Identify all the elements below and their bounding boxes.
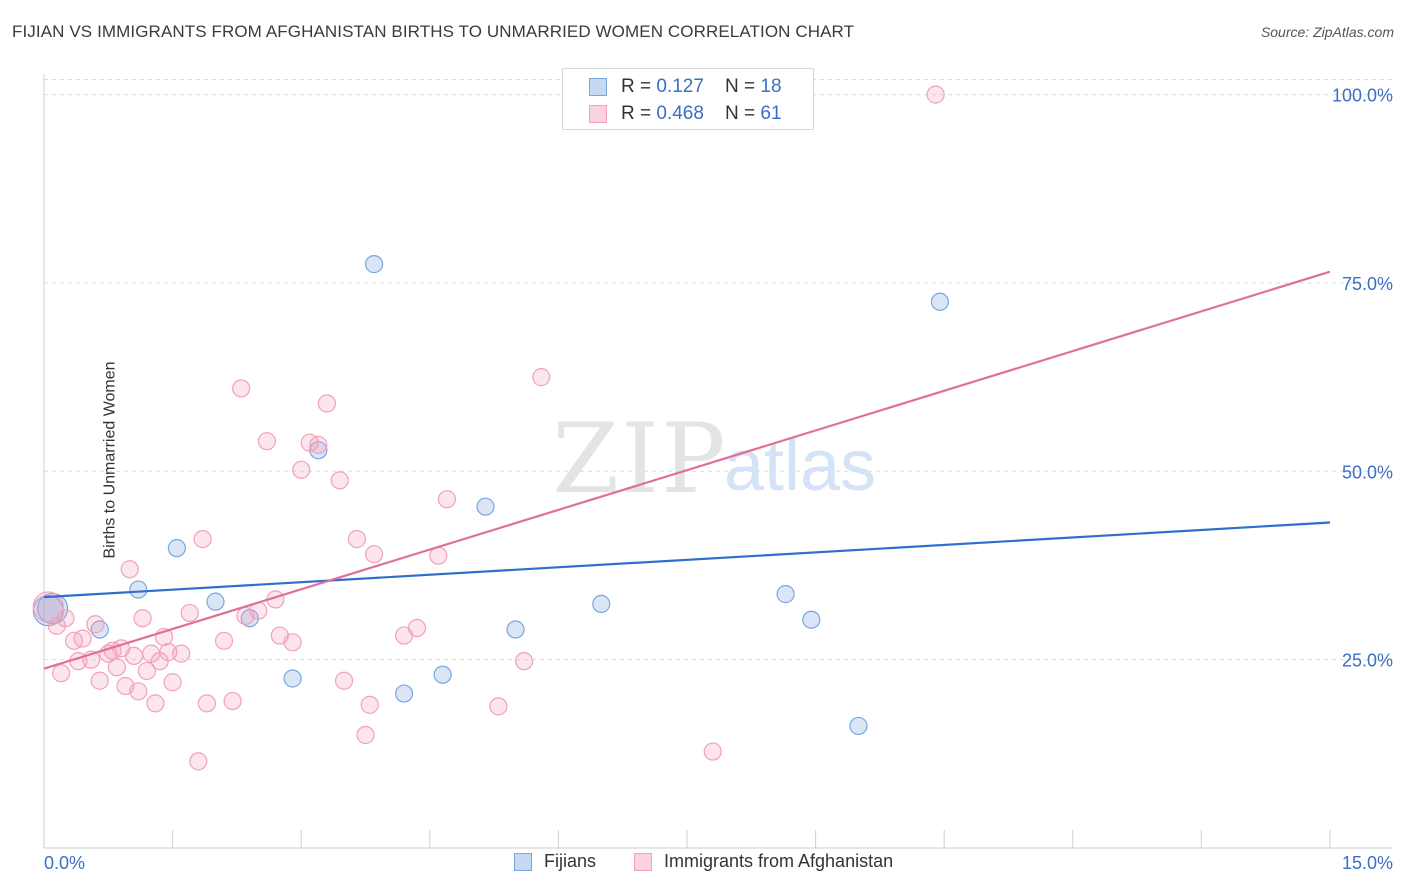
afghan-point (292, 460, 311, 479)
afghan-point (309, 435, 328, 455)
afghan-point (364, 545, 384, 564)
fijian-point (506, 620, 525, 639)
legend-label-fijians: Fijians (544, 851, 597, 871)
afghan-point (90, 671, 109, 690)
legend-swatch-fijians (589, 78, 607, 96)
afghan-point (257, 432, 277, 451)
afghan-point (926, 85, 945, 104)
afghan-point (232, 379, 251, 398)
afghan-point (330, 471, 349, 490)
afghan-point (437, 490, 457, 509)
afghan-point (32, 591, 64, 623)
fijian-point (129, 580, 148, 599)
y-tick-label: 100.0% (1332, 86, 1393, 106)
afghan-point (489, 697, 508, 716)
chart-title: FIJIAN VS IMMIGRANTS FROM AFGHANISTAN BI… (12, 22, 855, 41)
afghan-point (197, 694, 216, 713)
afghan-point (193, 530, 212, 549)
y-tick-label: 75.0% (1342, 274, 1393, 294)
afghan-point (360, 695, 379, 714)
fijian-point (476, 497, 495, 516)
afghan-point (223, 691, 242, 711)
afghan-point (347, 530, 367, 549)
afghan-point (703, 742, 722, 761)
afghan-point (120, 560, 139, 579)
y-tick-label: 25.0% (1342, 651, 1393, 671)
afghan-point (214, 631, 234, 650)
x-tick-label: 0.0% (44, 853, 85, 873)
fijian-point (592, 594, 611, 613)
legend-n-value-afghan: 61 (760, 103, 782, 124)
legend-row-afghan: R = 0.468 N = 61 (589, 102, 782, 126)
afghan-trend-line (43, 270, 1331, 670)
afghan-point (317, 394, 337, 413)
afghan-point (172, 644, 191, 663)
watermark-atlas: atlas (724, 426, 876, 506)
afghan-point (73, 629, 92, 648)
afghan-point (107, 658, 126, 677)
afghan-point (407, 618, 427, 638)
legend-swatch-afghan (589, 105, 607, 123)
legend-n-label: N = (725, 76, 761, 97)
afghan-point (86, 615, 105, 634)
afghan-point (137, 661, 156, 681)
y-tick-label: 50.0% (1342, 462, 1393, 482)
afghan-point (124, 646, 144, 665)
afghan-point (532, 368, 551, 387)
legend-r-value-afghan: 0.468 (656, 103, 704, 124)
legend-row-fijians: R = 0.127 N = 18 (589, 75, 782, 99)
afghan-point (52, 664, 71, 683)
watermark: ZIP atlas (552, 403, 876, 515)
tick-labels: 25.0% 50.0% 75.0% 100.0% 0.0% 15.0% (44, 86, 1393, 873)
afghan-point (133, 609, 152, 628)
fijian-point (802, 610, 821, 629)
fijian-point (776, 585, 795, 604)
y-axis-label: Births to Unmarried Women (101, 361, 119, 559)
afghan-point (180, 603, 199, 623)
afghan-point (129, 682, 148, 701)
x-tick-label: 15.0% (1342, 853, 1393, 873)
afghan-point (334, 671, 354, 690)
afghan-point (283, 633, 302, 652)
afghan-point (356, 725, 375, 745)
legend-swatch-afghan (634, 852, 652, 871)
afghan-point (56, 609, 75, 628)
fijian-point (930, 292, 950, 311)
legend-item-afghan: Immigrants from Afghanistan (634, 851, 893, 872)
trend-lines (43, 270, 1331, 670)
fijian-point (394, 684, 414, 703)
fijian-trend-line (43, 521, 1331, 599)
data-points (32, 85, 950, 771)
afghan-point (515, 652, 534, 671)
legend-r-value-fijians: 0.127 (656, 76, 704, 97)
legend-label-afghan: Immigrants from Afghanistan (664, 851, 894, 871)
afghan-point (189, 752, 208, 771)
fijian-point (283, 669, 302, 688)
legend-r-label: R = (621, 76, 657, 97)
source-label: Source: ZipAtlas.com (1260, 24, 1394, 40)
watermark-zip: ZIP (552, 403, 727, 515)
legend-swatch-fijians (514, 852, 532, 871)
fijian-point (167, 539, 186, 558)
legend-r-label: R = (621, 103, 657, 124)
legend-item-fijians: Fijians (514, 851, 596, 872)
legend-n-label: N = (725, 103, 761, 124)
afghan-point (163, 673, 182, 692)
axes (43, 73, 1392, 849)
fijian-point (364, 255, 384, 274)
fijian-point (433, 665, 452, 684)
legend-n-value-fijians: 18 (760, 76, 782, 97)
fijian-point (849, 716, 868, 736)
afghan-point (146, 694, 165, 713)
gridlines (44, 79, 1392, 661)
correlation-legend: R = 0.127 N = 18 R = 0.468 N = 61 (562, 68, 814, 130)
fijian-point (206, 592, 225, 611)
